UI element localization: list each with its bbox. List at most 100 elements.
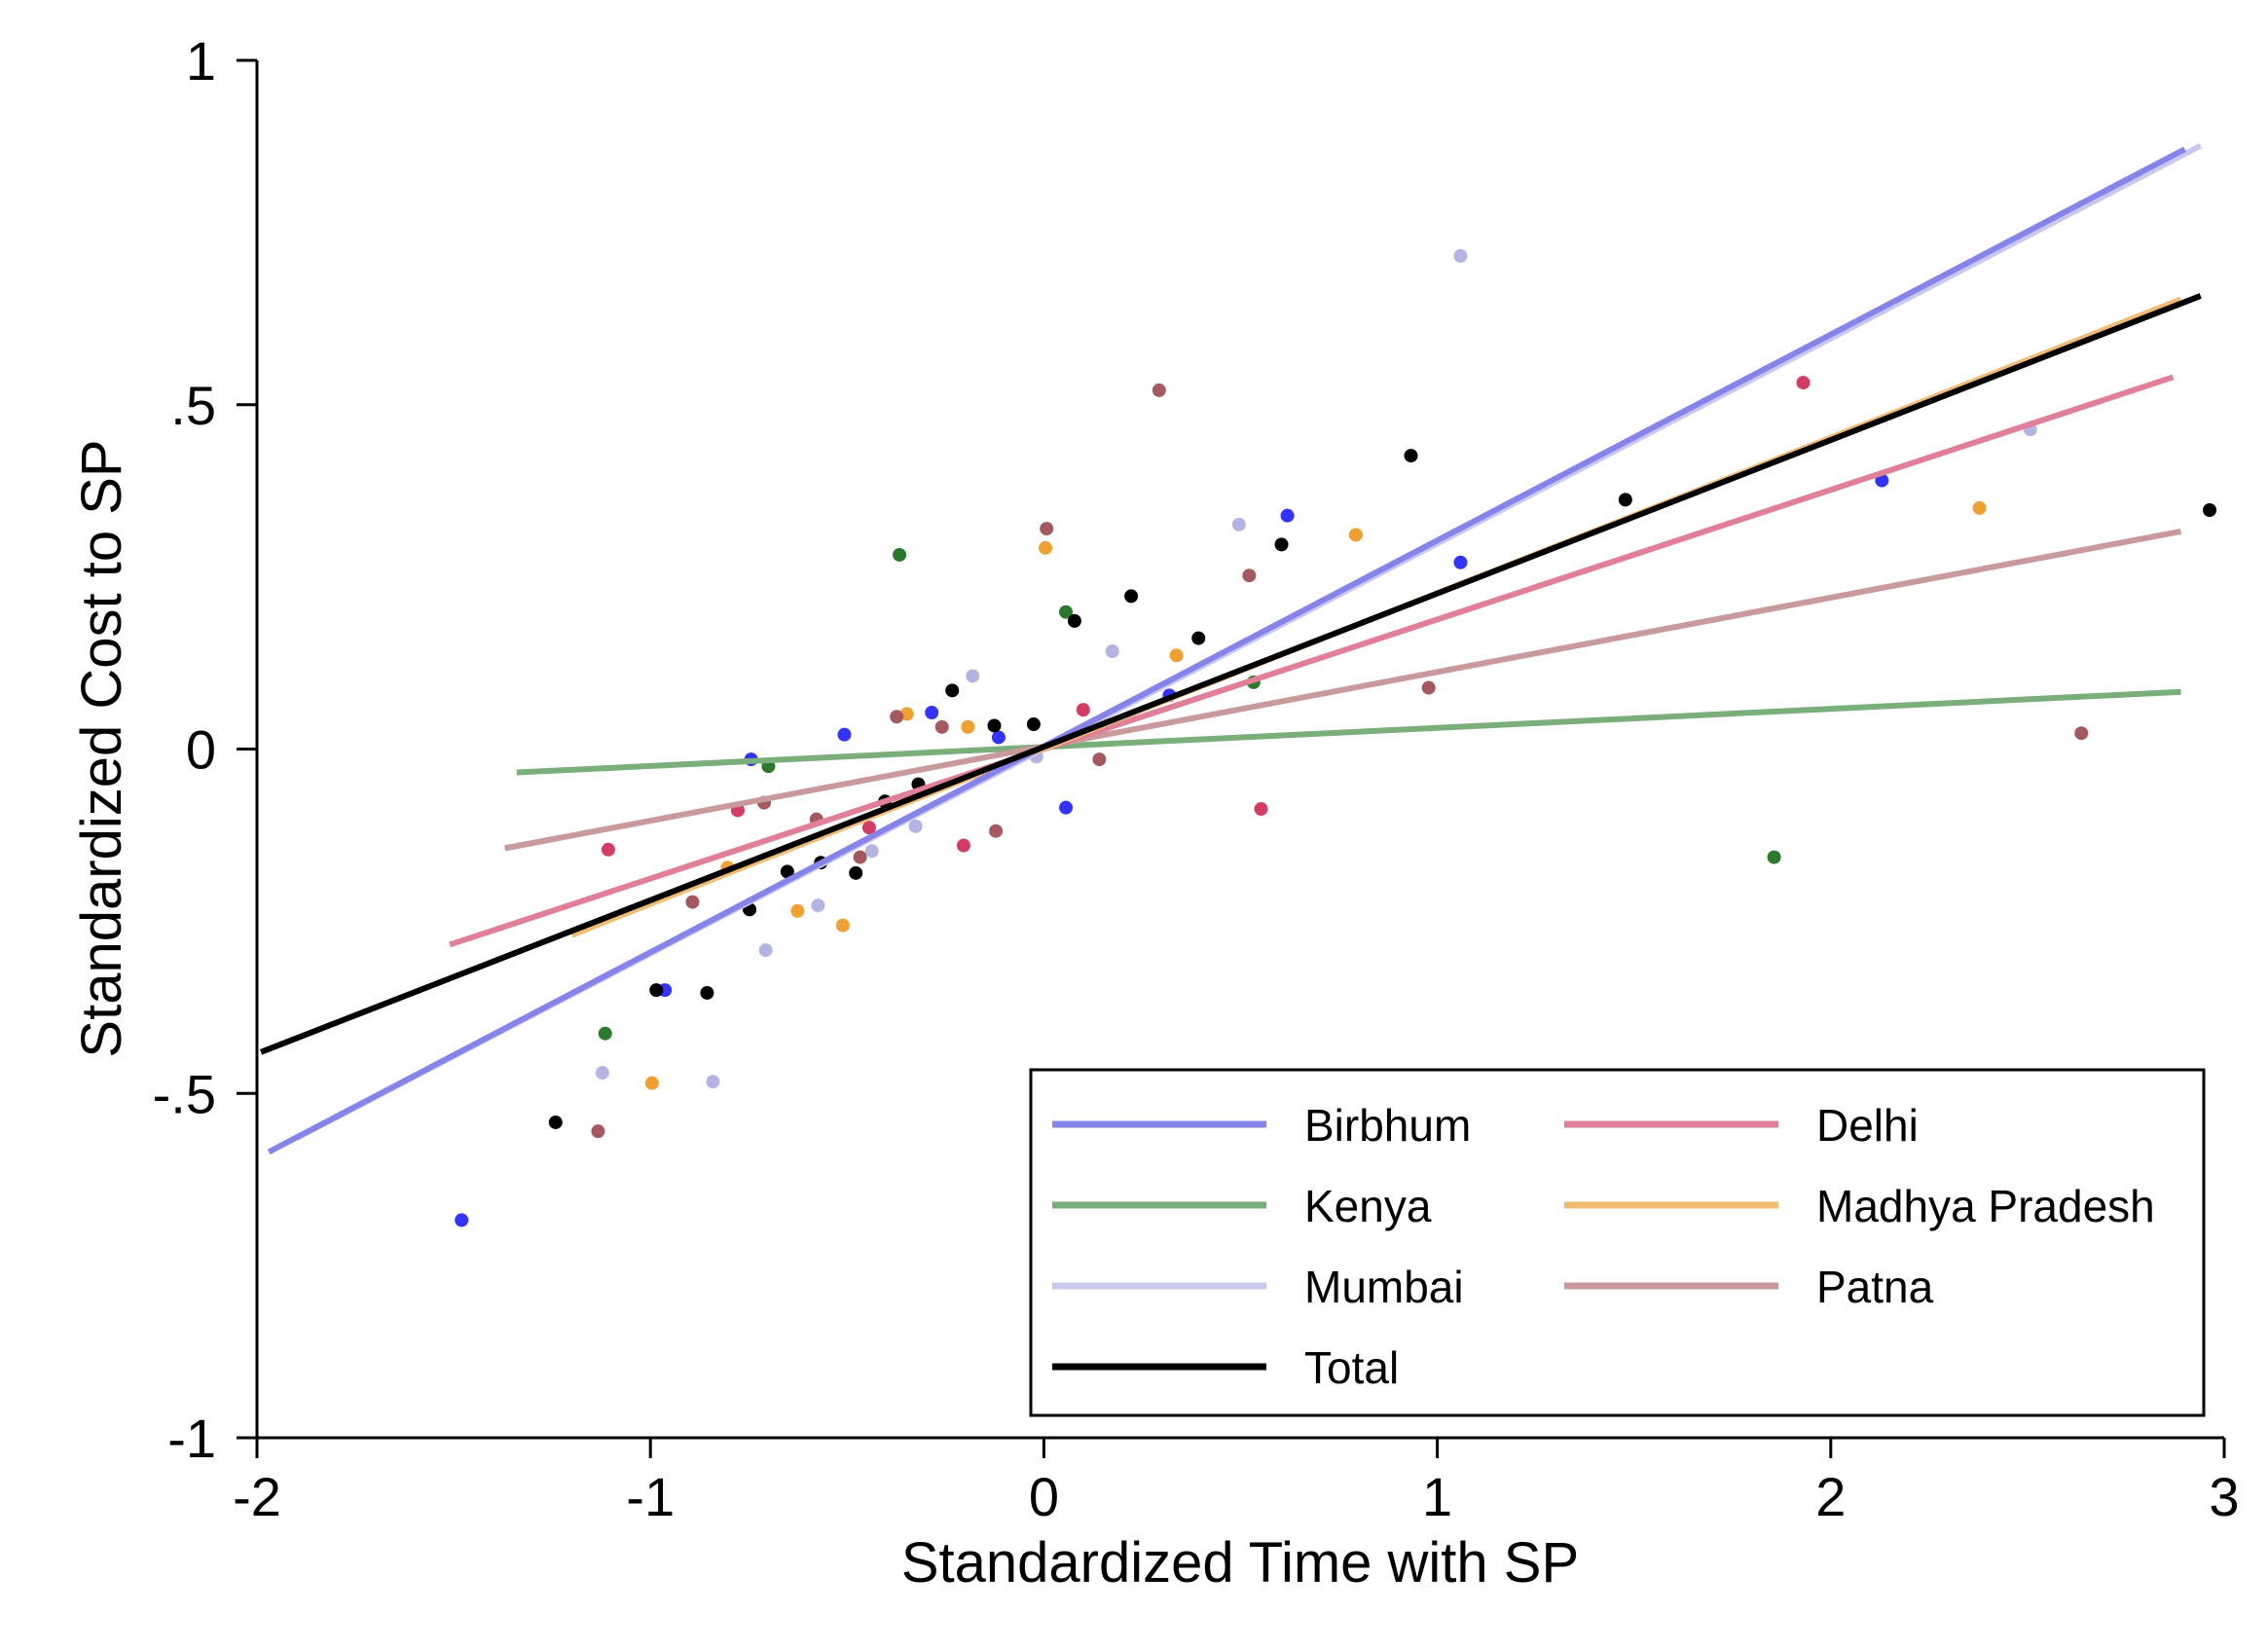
y-tick-label: 1 (186, 30, 216, 92)
data-point-kenya (1059, 605, 1074, 619)
data-point-birbhum (837, 727, 852, 742)
data-point-total (2203, 502, 2217, 517)
fit-line-birbhum (267, 146, 2186, 1155)
data-point-madhya-pradesh (899, 707, 914, 721)
data-point-kenya (598, 1026, 612, 1041)
data-point-patna (591, 1124, 605, 1139)
data-point-total (548, 1115, 563, 1129)
x-tick-label: 3 (2209, 1466, 2239, 1527)
data-point-patna (989, 824, 1004, 838)
data-point-mumbai (706, 1075, 720, 1089)
data-point-birbhum (1453, 555, 1468, 569)
data-point-total (1067, 613, 1081, 628)
data-point-patna (1152, 383, 1166, 397)
legend-label-patna: Patna (1816, 1262, 1934, 1312)
data-point-kenya (1767, 850, 1781, 864)
fit-line-kenya (516, 688, 2181, 776)
legend-entries: Birbhum Delhi Kenya Madhya Pradesh Mumbai Pat… (1052, 1100, 2155, 1393)
data-point-madhya-pradesh (1169, 648, 1184, 663)
legend: Birbhum Delhi Kenya Madhya Pradesh Mumbai Pat… (1029, 1068, 2206, 1417)
data-point-total (987, 718, 1002, 733)
data-point-mumbai (1453, 248, 1468, 263)
data-point-patna (1242, 568, 1257, 583)
legend-entry-birbhum: Birbhum (1052, 1100, 1471, 1151)
y-axis-title: Standardized Cost to SP (70, 439, 133, 1057)
y-tick-label: -1 (167, 1408, 216, 1469)
y-tick-label: 0 (186, 719, 216, 781)
data-point-patna (1421, 680, 1436, 695)
data-point-madhya-pradesh (1039, 540, 1053, 555)
data-point-total (849, 865, 863, 880)
data-point-mumbai (908, 819, 923, 833)
data-point-total (700, 985, 714, 1000)
data-point-birbhum (1059, 800, 1074, 815)
data-point-mumbai (758, 943, 773, 958)
x-tick-label: 1 (1422, 1466, 1452, 1527)
legend-entry-total: Total (1052, 1342, 1399, 1393)
legend-entry-delhi: Delhi (1564, 1100, 1919, 1151)
data-point-madhya-pradesh (961, 719, 975, 734)
data-point-total (1404, 449, 1418, 463)
data-point-total (780, 864, 794, 879)
data-point-mumbai (966, 669, 980, 683)
fit-line-delhi (449, 374, 2175, 948)
legend-label-kenya: Kenya (1304, 1181, 1432, 1231)
data-point-mumbai (1105, 644, 1119, 659)
axis-ticks: 1 .5 0 -.5 -1 -2 -1 0 1 2 3 (153, 30, 2240, 1527)
data-point-delhi (1254, 802, 1268, 817)
data-point-delhi (956, 838, 970, 853)
data-point-total (945, 683, 960, 698)
data-point-birbhum (991, 730, 1006, 745)
data-point-madhya-pradesh (1972, 500, 1987, 515)
legend-label-madhya-pradesh: Madhya Pradesh (1816, 1181, 2155, 1231)
legend-entry-mumbai: Mumbai (1052, 1262, 1464, 1312)
data-point-madhya-pradesh (790, 903, 805, 918)
data-point-birbhum (1280, 508, 1295, 523)
x-tick-label: 2 (1815, 1466, 1846, 1527)
data-point-delhi (1076, 703, 1090, 717)
data-point-total (1191, 631, 1206, 645)
x-tick-label: -1 (626, 1466, 675, 1527)
data-point-birbhum (455, 1213, 469, 1228)
legend-entry-madhya-pradesh: Madhya Pradesh (1564, 1181, 2155, 1231)
data-point-kenya (893, 547, 907, 562)
legend-label-delhi: Delhi (1816, 1100, 1919, 1151)
data-point-total (649, 983, 664, 998)
data-point-patna (1040, 522, 1054, 536)
data-point-patna (890, 710, 904, 724)
data-point-delhi (601, 842, 615, 857)
data-point-total (1026, 717, 1041, 732)
data-point-total (1124, 589, 1139, 604)
data-point-patna (934, 719, 949, 734)
y-tick-label: -.5 (153, 1063, 216, 1124)
data-point-mumbai (811, 898, 825, 913)
legend-label-mumbai: Mumbai (1304, 1262, 1464, 1312)
data-point-madhya-pradesh (835, 918, 850, 933)
y-tick-label: .5 (170, 375, 216, 436)
data-point-madhya-pradesh (644, 1076, 659, 1090)
data-point-mumbai (1231, 517, 1246, 531)
fit-line-patna (504, 528, 2182, 852)
legend-label-birbhum: Birbhum (1304, 1100, 1471, 1151)
data-point-total (1618, 493, 1632, 507)
data-point-delhi (1796, 376, 1811, 390)
data-point-total (1274, 537, 1289, 552)
data-point-birbhum (925, 706, 939, 720)
scatter-points (455, 248, 2217, 1228)
data-point-madhya-pradesh (1348, 528, 1363, 542)
data-point-patna (2074, 726, 2089, 741)
legend-label-total: Total (1304, 1342, 1399, 1393)
data-point-patna (1092, 752, 1107, 767)
data-point-delhi (861, 821, 876, 835)
legend-entry-kenya: Kenya (1052, 1181, 1432, 1231)
data-point-mumbai (864, 844, 879, 859)
data-point-patna (853, 850, 867, 864)
fit-line-total (259, 293, 2202, 1055)
data-point-mumbai (595, 1066, 609, 1081)
legend-entry-patna: Patna (1564, 1262, 1934, 1312)
x-tick-label: 0 (1029, 1466, 1059, 1527)
x-tick-label: -2 (233, 1466, 281, 1527)
fit-lines (259, 143, 2203, 1155)
data-point-patna (685, 895, 700, 909)
